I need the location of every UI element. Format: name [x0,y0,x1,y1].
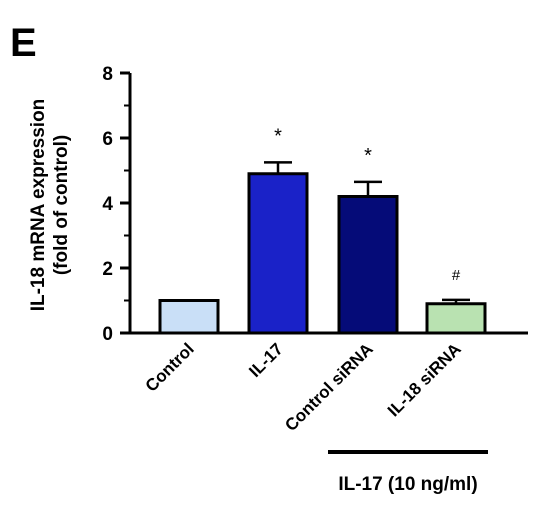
x-tick-label-group: IL-17 [245,339,286,380]
x-tick-label-group: IL-18 siRNA [384,339,465,420]
y-tick-label: 6 [102,129,113,150]
bar [337,195,399,335]
y-axis-label-line2: (fold of control) [51,135,72,275]
significance-marker: * [274,125,282,147]
bar [247,172,309,335]
x-tick-label: Control siRNA [281,339,377,435]
y-axis-label-line1: IL-18 mRNA expression [28,99,49,312]
y-axis-title: IL-18 mRNA expression (fold of control) [28,99,72,312]
x-tick-label: IL-18 siRNA [384,339,465,420]
significance-marker: # [452,267,461,284]
significance-marker: * [364,145,372,167]
bars-group: * * # [158,125,487,335]
bar [425,302,487,335]
bar [158,299,220,335]
y-tick-label: 0 [102,324,113,345]
x-tick-label-group: Control [142,339,198,395]
x-tick-label: Control [142,339,198,395]
y-tick-label: 4 [102,194,113,215]
x-tick-label-group: Control siRNA [281,339,377,435]
x-tick-label: IL-17 [245,339,286,380]
y-tick-label: 8 [102,64,113,85]
treatment-label: IL-17 (10 ng/ml) [338,474,477,495]
panel-label: E [10,21,37,65]
y-ticks: 0 2 4 6 8 [102,64,130,345]
y-tick-label: 2 [102,259,113,280]
